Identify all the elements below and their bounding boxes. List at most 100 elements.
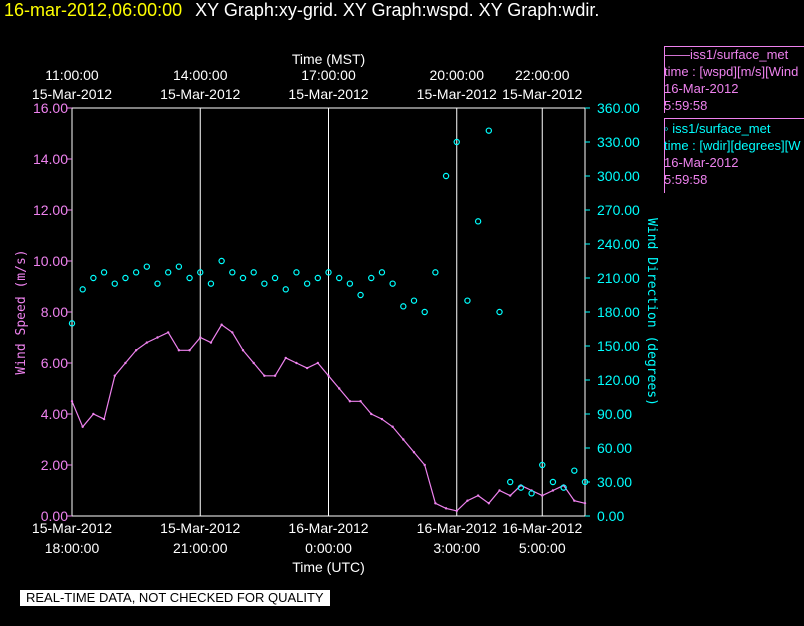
series-point-wdir [357, 291, 364, 299]
series-point-wdir [325, 269, 332, 276]
series-point-wspd [145, 341, 149, 344]
right-tick-label: 240.00 [597, 236, 640, 252]
top-tick-label: 14:00:00 [173, 67, 228, 83]
left-tick-label: 8.00 [41, 304, 68, 320]
series-point-wspd [188, 349, 191, 352]
series-point-wdir [453, 138, 460, 146]
series-point-wspd [327, 374, 330, 377]
series-point-wdir [335, 274, 343, 282]
series-point-wdir [207, 280, 215, 287]
series-point-wdir [100, 269, 108, 276]
series-point-wdir [389, 280, 396, 287]
series-point-wspd [241, 349, 245, 352]
series-point-wdir [421, 308, 428, 316]
series-point-wdir [581, 478, 589, 486]
bottom-tick-label: 3:00:00 [433, 540, 480, 556]
header: 16-mar-2012,06:00:00 XY Graph:xy-grid. X… [4, 0, 599, 21]
right-tick-label: 120.00 [597, 372, 640, 388]
legend-wspd-frame [664, 46, 804, 113]
series-point-wdir [549, 478, 557, 486]
series-point-wdir [400, 303, 407, 310]
series-point-wdir [186, 274, 193, 282]
top-tick-label: 15-Mar-2012 [32, 86, 112, 102]
bottom-tick-label: 15-Mar-2012 [160, 520, 240, 536]
series-point-wspd [541, 494, 544, 497]
header-title: XY Graph:xy-grid. XY Graph:wspd. XY Grap… [195, 0, 600, 20]
series-point-wdir [474, 218, 482, 225]
series-point-wdir [528, 490, 535, 497]
top-tick-label: 20:00:00 [430, 67, 485, 83]
series-point-wspd [252, 361, 255, 365]
header-timestamp: 16-mar-2012,06:00:00 [4, 0, 183, 20]
series-point-wdir [271, 274, 279, 282]
series-point-wdir [164, 269, 172, 276]
series-point-wspd [220, 323, 223, 326]
left-tick-label: 0.00 [41, 508, 68, 524]
series-point-wdir [282, 286, 289, 293]
bottom-tick-label: 0:00:00 [305, 540, 352, 556]
series-point-wdir [464, 297, 471, 304]
legend-wdir-frame [664, 118, 804, 193]
series-point-wspd [156, 336, 159, 339]
top-axis-title: Time (MST) [292, 51, 365, 67]
series-point-wdir [496, 308, 503, 316]
left-tick-label: 4.00 [41, 406, 68, 422]
top-tick-label: 15-Mar-2012 [417, 86, 497, 102]
series-point-wdir [111, 280, 118, 287]
right-tick-label: 360.00 [597, 100, 640, 116]
left-tick-label: 16.00 [33, 100, 68, 116]
left-tick-label: 14.00 [33, 151, 68, 167]
series-point-wspd [573, 499, 576, 502]
legend-wspd-var: time : [wspd][m/s][Wind [664, 64, 799, 79]
bottom-tick-label: 16-Mar-2012 [288, 520, 368, 536]
series-point-wdir [410, 297, 418, 304]
series-point-wspd [199, 336, 202, 339]
legend-wdir-time: 5:59:58 [664, 172, 708, 187]
series-point-wdir [122, 274, 129, 282]
series-point-wspd [583, 502, 587, 505]
bottom-tick-label: 16-Mar-2012 [417, 520, 497, 536]
series-point-wdir [539, 461, 546, 469]
series-point-wspd [316, 361, 320, 365]
series-point-wspd [305, 366, 309, 370]
series-point-wdir [197, 269, 204, 276]
x-axis-title: Time (UTC) [292, 559, 365, 575]
series-point-wspd [508, 494, 512, 497]
series-point-wspd [487, 502, 491, 505]
legend-wspd-time: 5:59:58 [664, 98, 708, 113]
series-point-wspd [359, 400, 362, 403]
series-point-wspd [476, 494, 480, 497]
y-axis-title-left: Wind Speed (m/s) [14, 249, 29, 374]
right-tick-label: 180.00 [597, 304, 640, 320]
series-point-wspd [498, 489, 501, 492]
right-tick-label: 330.00 [597, 134, 640, 150]
series-point-wdir [132, 269, 140, 276]
top-tick-label: 17:00:00 [301, 67, 356, 83]
series-point-wspd [92, 412, 95, 416]
series-point-wdir [90, 274, 97, 282]
series-point-wspd [177, 349, 181, 352]
series-point-wspd [412, 451, 416, 454]
series-point-wdir [79, 286, 86, 293]
series-point-wdir [571, 467, 578, 474]
series-point-wspd [102, 417, 106, 421]
bottom-tick-label: 5:00:00 [519, 540, 566, 556]
series-point-wspd [295, 361, 298, 365]
legend-wdir-var: time : [wdir][degrees][W [664, 138, 801, 153]
series-point-wdir [346, 280, 354, 287]
series-point-wspd [273, 374, 277, 377]
legend-wspd-date: 16-Mar-2012 [664, 81, 739, 96]
legend-wdir-date: 16-Mar-2012 [664, 155, 739, 170]
series-point-wdir [303, 280, 311, 287]
series-point-wdir [175, 263, 183, 270]
top-tick-label: 22:00:00 [515, 67, 570, 83]
series-point-wdir [314, 274, 322, 282]
series-point-wdir [250, 269, 257, 276]
series-point-wspd [380, 417, 384, 421]
series-point-wdir [154, 280, 161, 287]
left-tick-label: 2.00 [41, 457, 68, 473]
right-tick-label: 30.00 [597, 474, 632, 490]
bottom-tick-label: 16-Mar-2012 [502, 520, 582, 536]
y-axis-title-right: Wind Direction (degrees) [644, 218, 659, 406]
quality-note: REAL-TIME DATA, NOT CHECKED FOR QUALITY [20, 590, 330, 606]
